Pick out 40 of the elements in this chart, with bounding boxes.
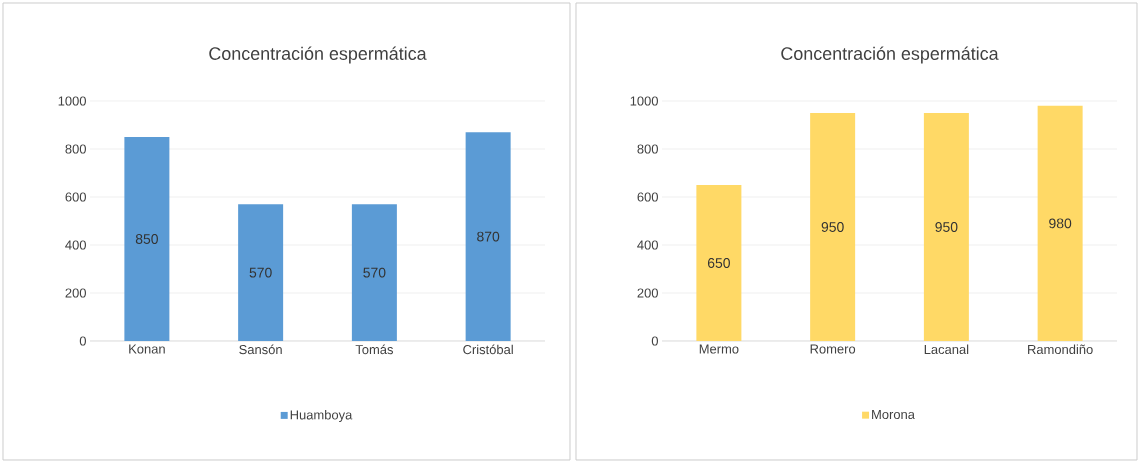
- bar: [696, 184, 742, 341]
- data-label: 980: [1049, 218, 1072, 229]
- data-label: 950: [935, 222, 958, 232]
- y-tick-label: 200: [637, 288, 658, 298]
- x-tick-label: Konan: [129, 344, 165, 354]
- x-tick-label: Lacanal: [924, 344, 969, 355]
- chart-title: Concentración espermática: [781, 46, 999, 64]
- y-tick-label: 400: [65, 240, 86, 250]
- y-tick-label: 1000: [630, 96, 658, 106]
- bar: [810, 112, 856, 341]
- data-label: 850: [135, 234, 158, 244]
- data-label: 650: [707, 258, 730, 268]
- y-tick-label: 0: [651, 336, 658, 346]
- bar: [923, 112, 969, 341]
- data-label: 950: [821, 222, 844, 232]
- y-tick-label: 1000: [58, 96, 86, 106]
- x-tick-label: Tomás: [355, 344, 394, 355]
- data-label: 570: [363, 267, 386, 278]
- x-tick-label: Romero: [810, 344, 856, 354]
- data-label: 870: [477, 231, 500, 242]
- chart-title: Concentración espermática: [209, 46, 427, 64]
- x-tick-label: Cristóbal: [463, 344, 513, 355]
- y-tick-label: 400: [637, 240, 658, 250]
- y-tick-label: 800: [65, 144, 86, 154]
- y-tick-label: 0: [79, 336, 86, 346]
- bar: [351, 204, 397, 341]
- x-tick-label: Sansón: [239, 344, 282, 355]
- y-tick-label: 200: [65, 288, 86, 298]
- x-tick-label: Mermo: [699, 344, 739, 354]
- bar: [124, 136, 170, 341]
- y-tick-label: 600: [637, 192, 658, 202]
- y-tick-label: 800: [637, 144, 658, 154]
- x-tick-label: Ramondiño: [1028, 344, 1093, 355]
- y-tick-label: 600: [65, 192, 86, 202]
- bar: [238, 204, 284, 341]
- bar: [465, 132, 511, 341]
- legend-label: Morona: [872, 409, 915, 420]
- bar: [1037, 105, 1083, 341]
- legend-label: Huamboya: [290, 409, 353, 423]
- data-label: 570: [249, 267, 272, 278]
